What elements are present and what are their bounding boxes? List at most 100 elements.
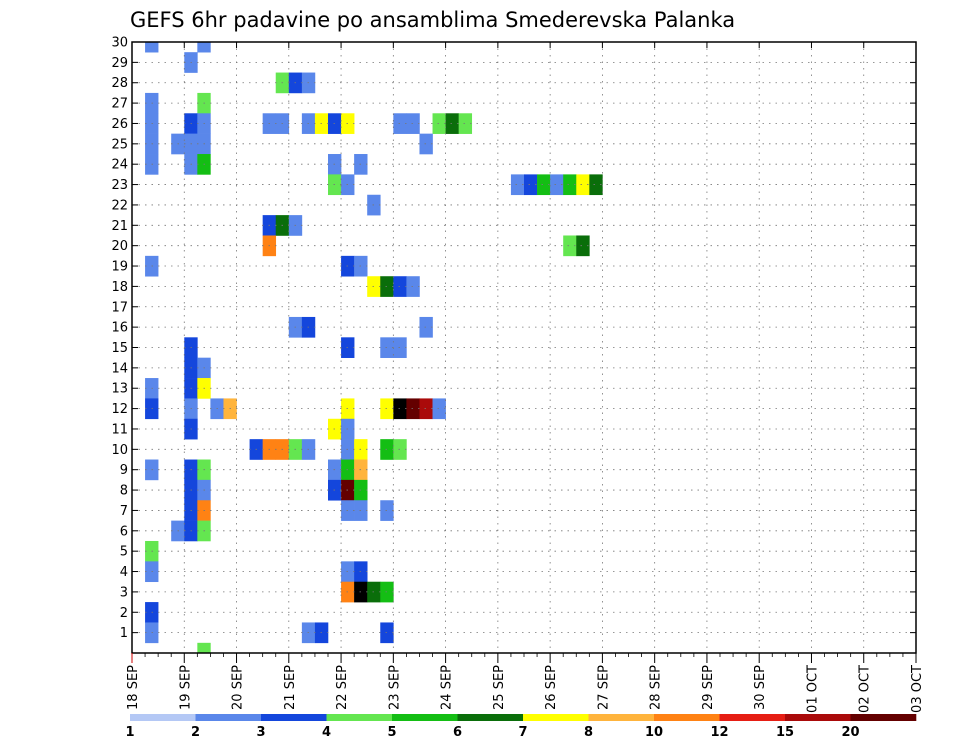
y-tick-label: 21: [111, 219, 128, 234]
x-tick-label: 25 SEP: [492, 665, 507, 710]
x-tick-label: 03 OCT: [910, 665, 925, 713]
heatmap-cell: [393, 337, 407, 358]
heatmap-cell: [393, 276, 407, 297]
x-tick-label: 19 SEP: [178, 665, 193, 710]
y-tick-label: 14: [111, 361, 128, 376]
colorbar-segment: [719, 714, 786, 721]
heatmap-cell: [576, 174, 590, 196]
y-tick-label: 10: [111, 443, 128, 458]
grid: [132, 41, 916, 653]
y-tick-label: 19: [111, 260, 128, 275]
x-tick-label: 24 SEP: [440, 665, 455, 710]
colorbar-label: 1: [125, 725, 134, 740]
colorbar-label: 2: [191, 725, 200, 740]
colorbar-label: 10: [645, 725, 663, 740]
x-tick-label: 26 SEP: [544, 665, 559, 710]
heatmap-cell: [406, 276, 420, 297]
colorbar-segment: [850, 714, 917, 721]
x-tick-label: 20 SEP: [231, 665, 246, 710]
y-tick-label: 8: [120, 484, 128, 499]
heatmap-cell: [445, 113, 459, 134]
y-tick-label: 3: [120, 585, 128, 600]
chart-title: GEFS 6hr padavine po ansamblima Smederev…: [130, 8, 735, 32]
y-tick-label: 27: [111, 97, 128, 112]
x-tick-label: 02 OCT: [858, 665, 873, 713]
y-tick-label: 30: [111, 36, 128, 51]
colorbar-label: 12: [710, 725, 728, 740]
heatmap-cell: [393, 439, 407, 460]
y-tick-label: 5: [120, 545, 128, 560]
heatmap-cell: [550, 174, 564, 196]
y-tick-label: 29: [111, 56, 128, 71]
heatmap-cell: [393, 398, 407, 420]
y-tick-label: 9: [120, 463, 128, 478]
heatmap-cell: [524, 174, 538, 196]
y-tick-label: 22: [111, 198, 128, 213]
heatmap-cell: [563, 174, 577, 196]
heatmap-cell: [563, 235, 577, 257]
x-tick-label: 21 SEP: [283, 665, 298, 710]
colorbar-legend: 1 2 3 4 5 6 7 8 10 12 15 20: [125, 714, 917, 740]
x-tick-label: 23 SEP: [387, 665, 402, 710]
colorbar-segment: [654, 714, 720, 721]
x-tick-label: 22 SEP: [335, 665, 350, 710]
colorbar-segment: [588, 714, 655, 721]
y-tick-label: 28: [111, 76, 128, 91]
colorbar-label: 5: [387, 725, 396, 740]
x-tick-label: 29 SEP: [701, 665, 716, 710]
colorbar-segment: [326, 714, 393, 721]
heatmap-cell: [419, 133, 433, 155]
colorbar-segment: [785, 714, 851, 721]
heatmap-cell: [510, 174, 525, 196]
colorbar-label: 7: [518, 725, 527, 740]
colorbar-label: 4: [322, 725, 331, 740]
y-axis: 1234567891011121314151617181920212223242…: [111, 36, 916, 641]
heatmap-cell: [197, 42, 211, 53]
y-tick-label: 20: [111, 239, 128, 254]
colorbar-label: 15: [776, 725, 794, 740]
x-axis: 18 SEP 19 SEP 20 SEP 21 SEP 22 SEP 23 SEP 24 S…: [126, 42, 925, 713]
colorbar-label: 3: [256, 725, 265, 740]
y-tick-label: 24: [111, 158, 128, 173]
heatmap-cell: [458, 113, 473, 134]
y-tick-label: 11: [111, 422, 128, 437]
colorbar-segment: [195, 714, 262, 721]
heatmap-cell: [145, 42, 159, 53]
y-tick-label: 7: [120, 504, 128, 519]
x-tick-label: 27 SEP: [596, 665, 611, 710]
x-tick-label: 28 SEP: [649, 665, 664, 710]
heatmap-cell: [537, 174, 551, 196]
y-tick-label: 25: [111, 137, 128, 152]
x-tick-label: 18 SEP: [126, 665, 141, 710]
y-tick-label: 4: [120, 565, 128, 580]
y-tick-label: 16: [111, 321, 128, 336]
colorbar-segment: [457, 714, 524, 721]
heatmap-cell: [197, 642, 211, 654]
heatmap-cell: [419, 398, 433, 420]
heatmap-cell: [432, 398, 446, 420]
colorbar-segment: [130, 714, 196, 721]
y-tick-label: 17: [111, 300, 128, 315]
y-tick-label: 6: [120, 524, 128, 539]
y-tick-label: 13: [111, 382, 128, 397]
colorbar-segment: [523, 714, 589, 721]
heatmap-cell: [419, 316, 433, 338]
colorbar-label: 8: [584, 725, 593, 740]
heatmap-cell: [393, 113, 407, 134]
y-tick-label: 26: [111, 117, 128, 132]
y-tick-label: 23: [111, 178, 128, 193]
y-tick-label: 1: [120, 626, 128, 641]
colorbar-label: 6: [453, 725, 462, 740]
y-tick-label: 15: [111, 341, 128, 356]
colorbar-label: 20: [841, 725, 859, 740]
x-tick-label: 30 SEP: [753, 665, 768, 710]
y-tick-label: 12: [111, 402, 128, 417]
heatmap-cell: [589, 174, 603, 196]
colorbar-segment: [261, 714, 327, 721]
x-tick-label: 01 OCT: [805, 665, 820, 713]
y-tick-label: 2: [120, 606, 128, 621]
heatmap-cell: [406, 398, 420, 420]
heatmap-cell: [576, 235, 590, 257]
colorbar-segment: [392, 714, 458, 721]
